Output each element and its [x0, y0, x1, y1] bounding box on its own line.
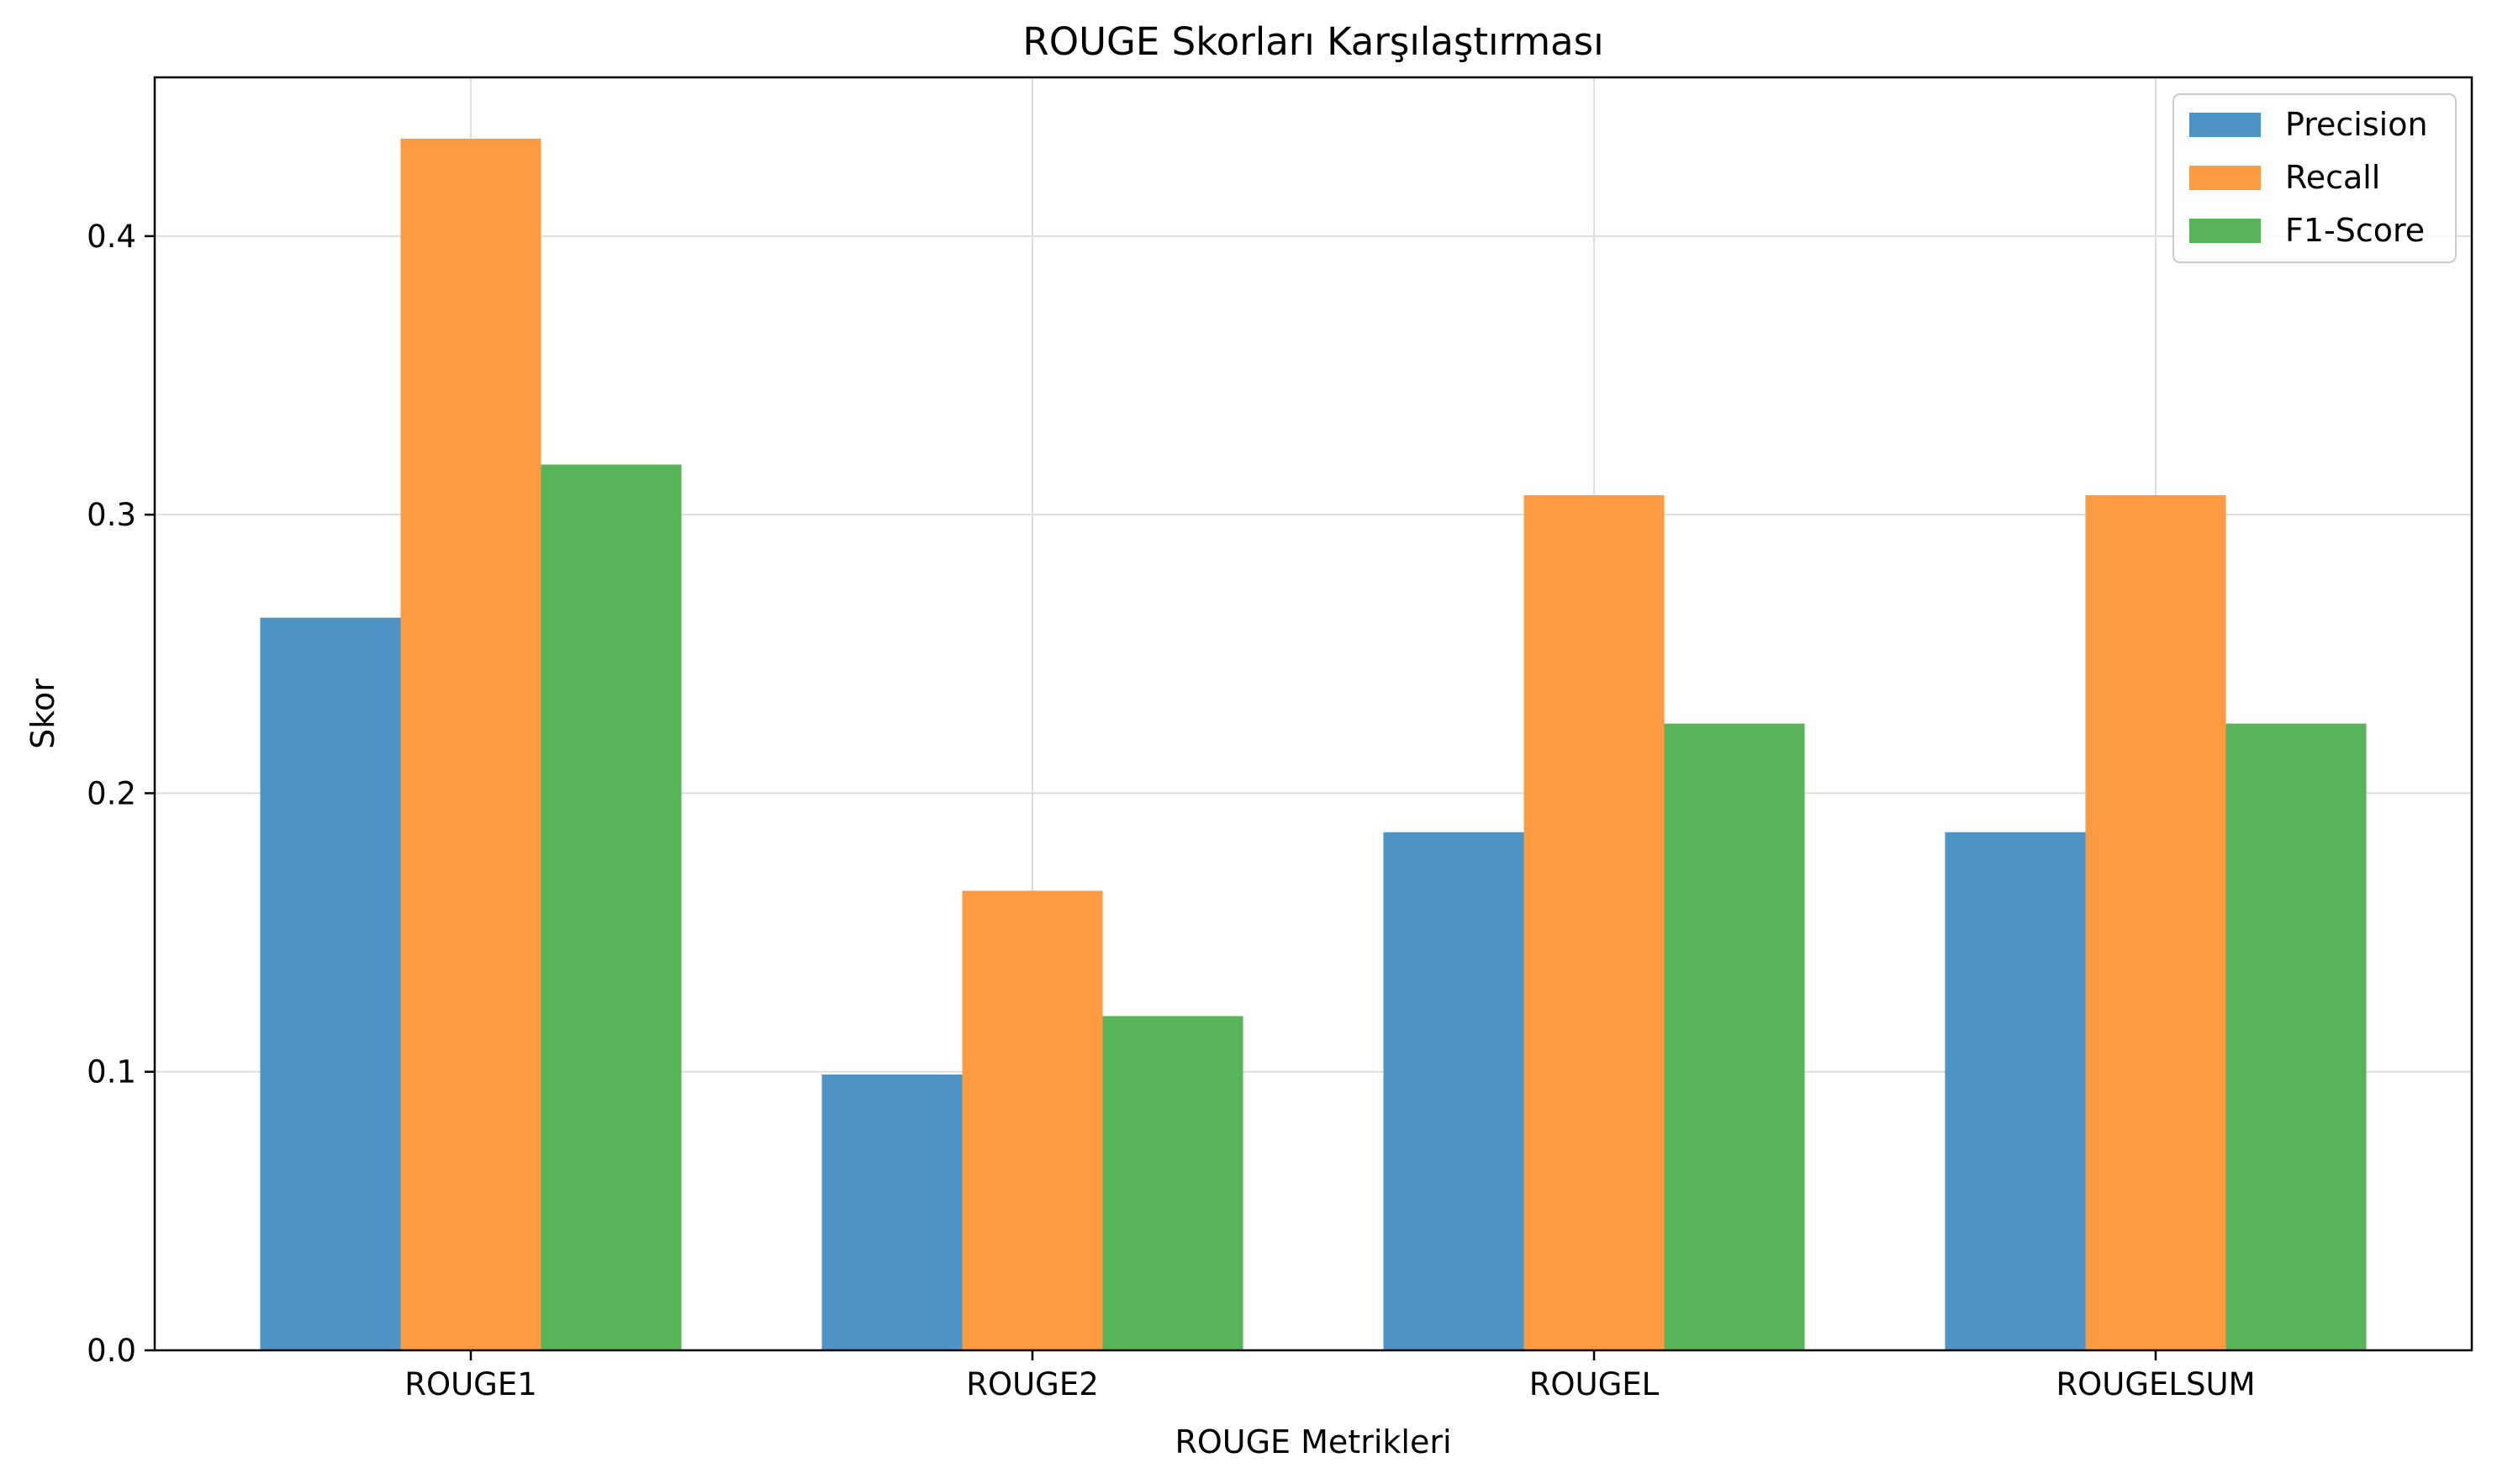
bar-precision-rouge1 [260, 617, 401, 1350]
bar-precision-rougel [1383, 832, 1524, 1350]
y-tick-label: 0.0 [87, 1333, 136, 1369]
chart-title: ROUGE Skorları Karşılaştırması [1022, 19, 1603, 64]
bar-f1-score-rougel [1664, 723, 1805, 1350]
bar-recall-rouge1 [400, 138, 541, 1350]
plot-frame [153, 76, 2473, 1352]
bar-f1-score-rouge2 [1102, 1016, 1243, 1350]
y-tick-label: 0.2 [87, 775, 136, 811]
legend-swatch [2189, 166, 2261, 190]
y-tick-label: 0.3 [87, 497, 136, 533]
x-tick-label: ROUGELSUM [2056, 1366, 2255, 1402]
legend-swatch [2189, 113, 2261, 137]
bar-recall-rouge2 [962, 890, 1103, 1350]
legend: Precision Recall F1-Score [2172, 93, 2457, 263]
legend-label: Precision [2285, 106, 2428, 143]
x-tick-label: ROUGE2 [966, 1366, 1099, 1402]
x-axis: ROUGE1 ROUGE2 ROUGEL ROUGELSUM [404, 1350, 2256, 1402]
bars-group [260, 138, 2367, 1350]
x-tick-label: ROUGE1 [404, 1366, 537, 1402]
legend-swatch [2189, 219, 2261, 243]
bar-recall-rougelsum [2085, 494, 2226, 1350]
bar-recall-rougel [1523, 494, 1665, 1350]
bar-f1-score-rougelsum [2225, 723, 2367, 1350]
x-tick-label: ROUGEL [1529, 1366, 1660, 1402]
bar-precision-rouge2 [821, 1075, 963, 1350]
x-axis-label: ROUGE Metrikleri [1175, 1423, 1451, 1460]
bar-precision-rougelsum [1945, 832, 2086, 1350]
y-axis: 0.0 0.1 0.2 0.3 0.4 [87, 219, 155, 1369]
y-tick-label: 0.1 [87, 1054, 136, 1091]
legend-label: F1-Score [2285, 212, 2425, 249]
bar-f1-score-rouge1 [541, 464, 682, 1350]
y-tick-label: 0.4 [87, 219, 136, 255]
y-axis-label: Skor [24, 679, 61, 749]
legend-label: Recall [2285, 159, 2380, 196]
